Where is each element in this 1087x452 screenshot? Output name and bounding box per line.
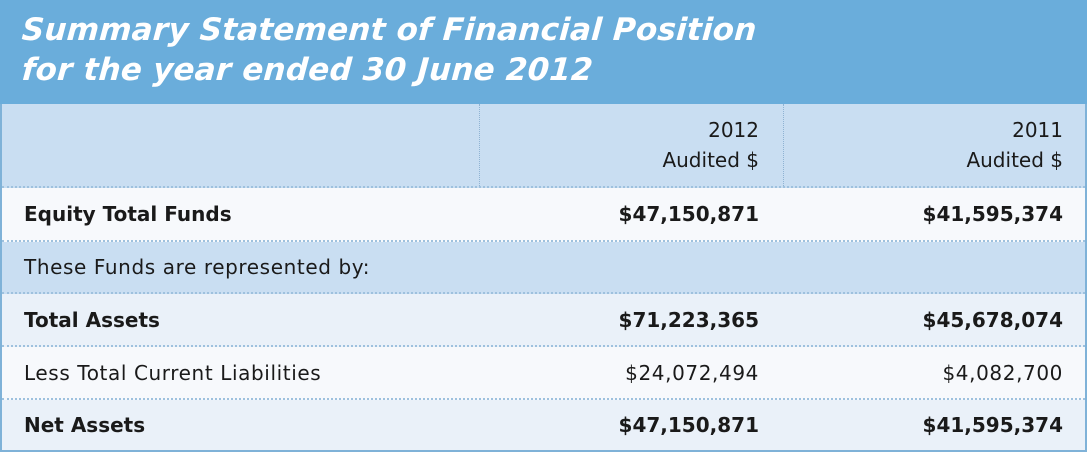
value-2012: $47,150,871 bbox=[618, 202, 759, 226]
table-row-total-assets: Total Assets $71,223,365 $45,678,074 bbox=[2, 294, 1085, 347]
row-label: These Funds are represented by: bbox=[24, 255, 371, 279]
column-header-row: 2012 Audited $ 2011 Audited $ bbox=[2, 104, 1085, 188]
value-2012: $47,150,871 bbox=[618, 413, 759, 437]
header-2011: 2011 Audited $ bbox=[783, 104, 1085, 186]
row-label: Net Assets bbox=[24, 413, 146, 437]
column-divider bbox=[479, 104, 480, 186]
table-row-equity-total-funds: Equity Total Funds $47,150,871 $41,595,3… bbox=[2, 188, 1085, 242]
value-2011: $41,595,374 bbox=[922, 413, 1063, 437]
table-row-net-assets: Net Assets $47,150,871 $41,595,374 bbox=[2, 400, 1085, 450]
title-band: Summary Statement of Financial Position … bbox=[0, 0, 1087, 104]
table-row-funds-represented-by: These Funds are represented by: bbox=[2, 242, 1085, 294]
value-2011: $41,595,374 bbox=[922, 202, 1063, 226]
value-2011: $45,678,074 bbox=[922, 307, 1063, 332]
row-label: Equity Total Funds bbox=[24, 202, 232, 226]
header-2012: 2012 Audited $ bbox=[479, 104, 783, 186]
header-2011-label: Audited $ bbox=[966, 148, 1063, 172]
header-label-cell bbox=[24, 104, 474, 186]
header-2012-year: 2012 bbox=[708, 118, 759, 142]
row-label: Total Assets bbox=[24, 307, 160, 332]
table-row-less-current-liabilities: Less Total Current Liabilities $24,072,4… bbox=[2, 347, 1085, 400]
header-2012-label: Audited $ bbox=[662, 148, 759, 172]
column-divider bbox=[783, 104, 784, 186]
title-line-2: for the year ended 30 June 2012 bbox=[20, 52, 595, 88]
value-2012: $71,223,365 bbox=[618, 307, 759, 332]
row-label: Less Total Current Liabilities bbox=[24, 360, 322, 385]
value-2011: $4,082,700 bbox=[942, 360, 1063, 385]
header-2011-year: 2011 bbox=[1012, 118, 1063, 142]
title-line-1: Summary Statement of Financial Position bbox=[20, 12, 758, 48]
value-2012: $24,072,494 bbox=[625, 360, 759, 385]
